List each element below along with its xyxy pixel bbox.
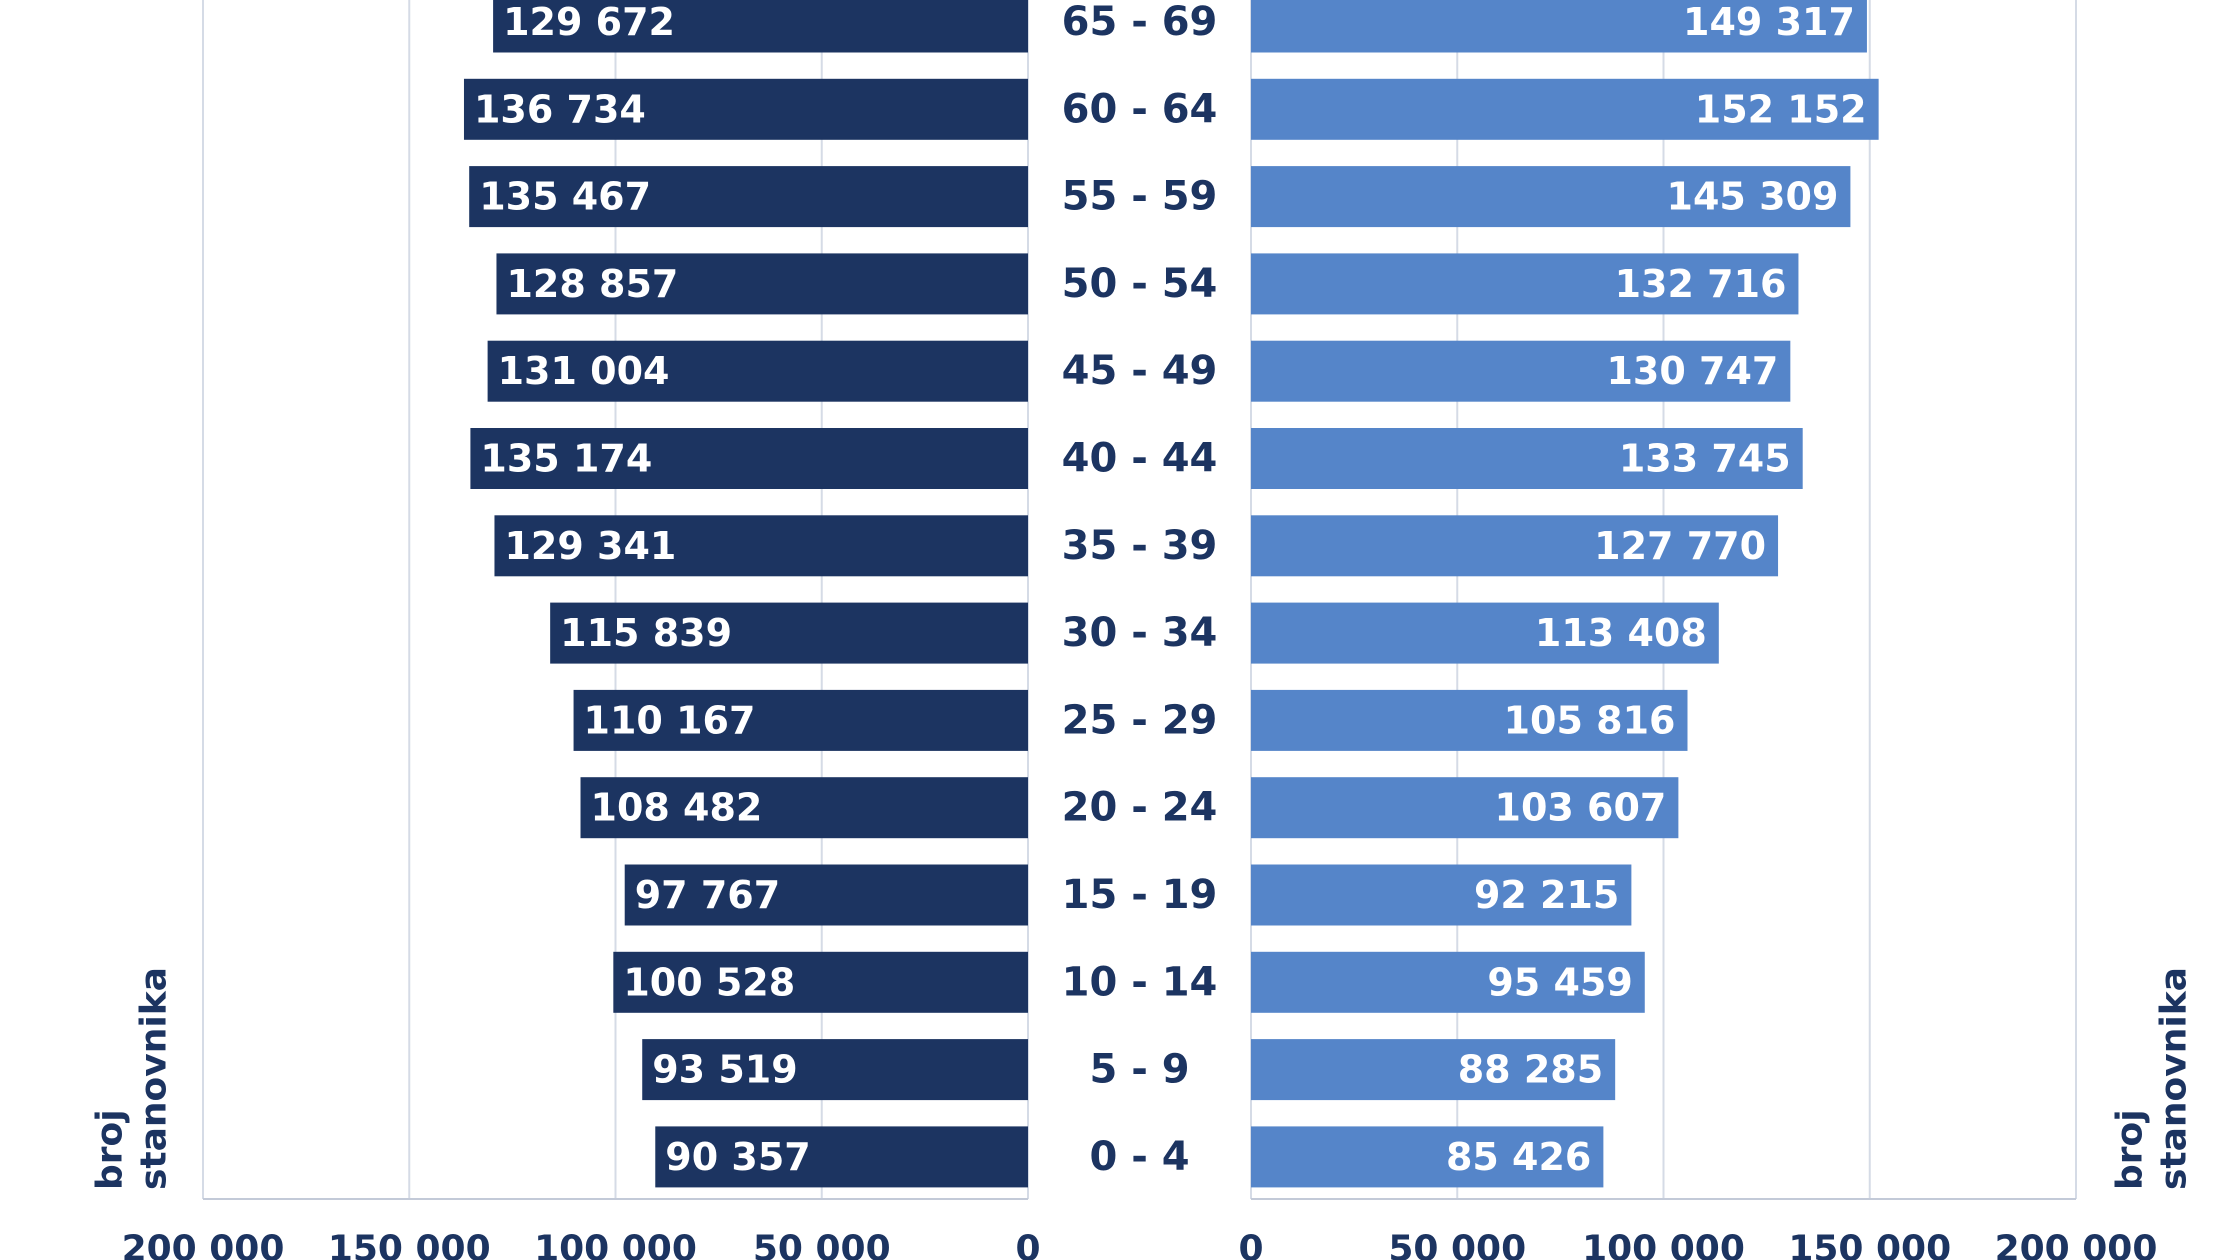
axis-label: stanovnika: [134, 967, 175, 1190]
x-tick-label: 50 000: [753, 1229, 891, 1260]
value-label: 145 309: [1667, 175, 1839, 219]
x-tick-label: 0: [1015, 1229, 1040, 1260]
bar: [494, 515, 1028, 577]
bar: [1251, 515, 1779, 577]
category-label: 10 - 14: [1062, 959, 1218, 1005]
x-tick-label: 100 000: [1582, 1229, 1745, 1260]
value-label: 113 408: [1535, 611, 1707, 655]
value-label: 108 482: [591, 786, 763, 830]
value-label: 93 519: [652, 1048, 797, 1092]
bar: [624, 864, 1028, 926]
value-label: 129 341: [504, 524, 676, 568]
value-label: 135 467: [479, 175, 651, 219]
value-label: 100 528: [623, 960, 795, 1004]
bar: [1251, 1126, 1604, 1188]
x-tick-label: 200 000: [122, 1229, 285, 1260]
x-tick-label: 100 000: [534, 1229, 697, 1260]
bar: [496, 253, 1029, 315]
value-label: 90 357: [665, 1135, 810, 1179]
value-label: 127 770: [1594, 524, 1766, 568]
value-label: 136 734: [474, 87, 646, 131]
category-label: 5 - 9: [1089, 1047, 1189, 1093]
value-label: 110 167: [584, 698, 756, 742]
bar: [493, 0, 1028, 53]
value-label: 135 174: [480, 437, 652, 481]
value-label: 132 716: [1615, 262, 1787, 306]
bar: [1251, 777, 1679, 839]
axis-label: broj: [90, 1109, 131, 1190]
category-label: 15 - 19: [1062, 872, 1218, 918]
bar: [470, 428, 1029, 489]
x-tick-label: 150 000: [1788, 1229, 1951, 1260]
value-label: 128 857: [506, 262, 678, 306]
category-label: 60 - 64: [1062, 86, 1218, 132]
category-label: 0 - 4: [1089, 1134, 1189, 1180]
bar: [613, 951, 1028, 1013]
category-label: 35 - 39: [1062, 523, 1218, 569]
bar: [1251, 428, 1803, 489]
category-label: 55 - 59: [1062, 174, 1218, 220]
axis-label: stanovnika: [2154, 967, 2195, 1190]
value-label: 152 152: [1695, 87, 1867, 131]
value-label: 115 839: [560, 611, 732, 655]
bar: [1251, 340, 1791, 402]
category-label: 30 - 34: [1062, 610, 1218, 656]
x-tick-label: 50 000: [1388, 1229, 1526, 1260]
x-tick-label: 200 000: [1995, 1229, 2158, 1260]
bar: [655, 1126, 1028, 1188]
value-label: 103 607: [1495, 786, 1667, 830]
value-label: 85 426: [1446, 1135, 1591, 1179]
value-label: 131 004: [498, 349, 670, 393]
bar: [463, 78, 1028, 140]
bar: [1251, 689, 1688, 751]
bar: [580, 777, 1028, 839]
bar: [1251, 0, 1867, 53]
axis-label: broj: [2110, 1109, 2151, 1190]
value-label: 92 215: [1474, 873, 1619, 917]
bar: [1251, 166, 1851, 228]
value-label: 88 285: [1458, 1048, 1603, 1092]
value-label: 129 672: [503, 0, 675, 44]
bar: [573, 689, 1028, 751]
category-label: 20 - 24: [1062, 785, 1218, 831]
value-label: 97 767: [635, 873, 780, 917]
category-label: 40 - 44: [1062, 436, 1218, 482]
bar: [642, 1039, 1028, 1101]
category-label: 50 - 54: [1062, 261, 1218, 307]
value-label: 130 747: [1606, 349, 1778, 393]
bar: [1251, 78, 1879, 140]
value-label: 149 317: [1683, 0, 1855, 44]
value-label: 105 816: [1504, 698, 1676, 742]
bar: [1251, 864, 1632, 926]
x-tick-label: 150 000: [328, 1229, 491, 1260]
x-tick-label: 0: [1238, 1229, 1263, 1260]
bar: [1251, 253, 1799, 315]
value-label: 95 459: [1487, 960, 1632, 1004]
value-label: 133 745: [1619, 437, 1791, 481]
bar: [550, 602, 1028, 664]
bar: [1251, 602, 1719, 664]
bar: [469, 166, 1029, 228]
category-label: 45 - 49: [1062, 348, 1218, 394]
bar: [487, 340, 1028, 402]
category-label: 25 - 29: [1062, 697, 1218, 743]
bar: [1251, 951, 1645, 1013]
category-label: 65 - 69: [1062, 0, 1218, 45]
bar: [1251, 1039, 1616, 1101]
